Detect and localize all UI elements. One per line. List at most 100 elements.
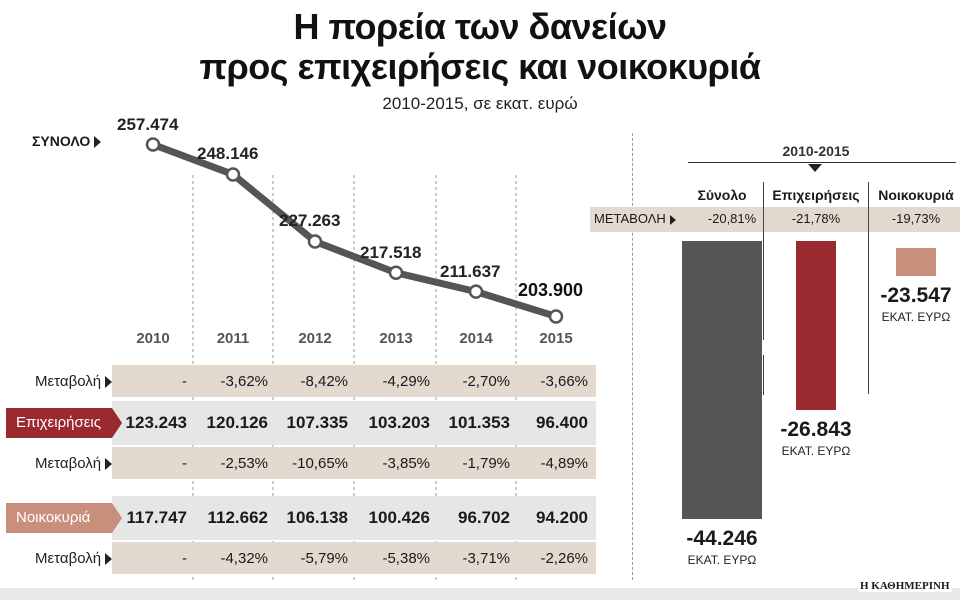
household-change-cell: -2,26% bbox=[540, 550, 588, 567]
business-change-cell: -10,65% bbox=[292, 455, 348, 472]
household-band bbox=[112, 496, 596, 540]
total-value-label: 217.518 bbox=[360, 242, 422, 262]
total-series-line bbox=[149, 141, 560, 320]
period-label: 2010-2015 bbox=[782, 143, 850, 159]
column-value: -23.547 bbox=[880, 284, 952, 307]
column-header: Νοικοκυριά bbox=[878, 187, 954, 203]
page-title: Η πορεία των δανείων bbox=[293, 6, 667, 47]
household-change-cell: -4,32% bbox=[220, 550, 268, 567]
period-rule bbox=[688, 162, 956, 163]
column-value: -26.843 bbox=[780, 417, 852, 441]
household-change-cell: -5,79% bbox=[300, 550, 348, 567]
total-value-label: 203.900 bbox=[518, 280, 584, 301]
change-label-text: Μεταβολή bbox=[35, 373, 102, 390]
total-series-label: ΣΥΝΟΛΟ bbox=[32, 133, 102, 149]
change-label-text: Μεταβολή bbox=[35, 550, 102, 567]
column-rule-1 bbox=[763, 182, 764, 340]
total-change-cell: -3,62% bbox=[220, 373, 268, 390]
household-value-cell: 112.662 bbox=[207, 508, 268, 527]
total-label-text: ΣΥΝΟΛΟ bbox=[32, 133, 91, 149]
panel-divider bbox=[632, 133, 633, 580]
business-value-cell: 101.353 bbox=[448, 413, 510, 432]
household-tag: Νοικοκυριά bbox=[6, 503, 112, 533]
total-point-2012 bbox=[307, 234, 323, 249]
column-change: -21,78% bbox=[791, 211, 841, 226]
subtitle: 2010-2015, σε εκατ. ευρώ bbox=[382, 94, 578, 113]
total-point-2014 bbox=[468, 284, 484, 299]
year-label: 2011 bbox=[216, 330, 250, 347]
total-value-label: 211.637 bbox=[440, 261, 501, 281]
triangle-down-icon bbox=[808, 164, 822, 172]
year-label: 2014 bbox=[459, 330, 493, 347]
business-band bbox=[112, 401, 596, 445]
column-header: Σύνολο bbox=[697, 187, 747, 203]
total-point-2011 bbox=[225, 167, 241, 182]
household-value-cell: 117.747 bbox=[126, 508, 187, 527]
business-change-label: Μεταβολή bbox=[35, 455, 113, 472]
period-change-label-text: ΜΕΤΑΒΟΛΗ bbox=[594, 211, 666, 226]
year-label: 2010 bbox=[136, 330, 170, 347]
household-value-cell: 100.426 bbox=[368, 508, 430, 527]
total-change-band bbox=[112, 365, 596, 397]
business-change-cell: -4,89% bbox=[540, 455, 588, 472]
business-value-cell: 96.400 bbox=[536, 413, 588, 432]
column-value: -44.246 bbox=[686, 527, 758, 550]
total-point-2015 bbox=[548, 309, 564, 324]
column-unit: ΕΚΑΤ. ΕΥΡΩ bbox=[781, 443, 851, 458]
source-credit: Η ΚΑΘΗΜΕΡΙΝΗ bbox=[858, 580, 952, 592]
household-change-band bbox=[112, 542, 596, 574]
arrow-right-icon bbox=[669, 214, 676, 225]
business-value-cell: 107.335 bbox=[286, 413, 348, 432]
total-change-cell: -3,66% bbox=[540, 373, 588, 390]
business-value-cell: 103.203 bbox=[368, 413, 430, 432]
year-label: 2012 bbox=[298, 330, 332, 347]
household-change-cell: - bbox=[182, 550, 187, 567]
arrow-right-icon bbox=[105, 376, 113, 389]
column-change: -19,73% bbox=[891, 211, 941, 226]
change-bar-0 bbox=[682, 241, 762, 519]
total-change-cell: -8,42% bbox=[300, 373, 348, 390]
column-unit: ΕΚΑΤ. ΕΥΡΩ bbox=[881, 310, 951, 324]
column-header: Επιχειρήσεις bbox=[772, 187, 860, 203]
total-change-cell: - bbox=[182, 373, 187, 390]
total-change-cell: -2,70% bbox=[462, 373, 510, 390]
change-label-text: Μεταβολή bbox=[35, 455, 102, 472]
column-rule-1b bbox=[763, 355, 764, 395]
total-point-2010 bbox=[145, 137, 161, 152]
column-change: -20,81% bbox=[707, 211, 757, 226]
household-change-cell: -3,71% bbox=[462, 550, 510, 567]
business-value-cell: 120.126 bbox=[206, 413, 268, 432]
household-value-cell: 94.200 bbox=[536, 508, 588, 527]
business-change-cell: - bbox=[182, 455, 187, 472]
arrow-right-icon bbox=[94, 136, 102, 149]
period-change-label: ΜΕΤΑΒΟΛΗ bbox=[594, 211, 676, 226]
business-change-cell: -3,85% bbox=[382, 455, 430, 472]
business-tag-arrow bbox=[112, 408, 122, 438]
arrow-right-icon bbox=[105, 553, 113, 566]
column-unit: ΕΚΑΤ. ΕΥΡΩ bbox=[687, 553, 757, 567]
total-value-label: 248.146 bbox=[197, 144, 259, 164]
business-value-cell: 123.243 bbox=[125, 413, 187, 432]
column-rule-2 bbox=[868, 182, 869, 394]
business-change-band bbox=[112, 447, 596, 479]
total-change-label: Μεταβολή bbox=[35, 373, 113, 390]
period-change-band bbox=[590, 207, 960, 232]
household-tag-arrow bbox=[112, 503, 122, 533]
footer-strip bbox=[0, 588, 960, 600]
change-bar-1 bbox=[796, 241, 836, 410]
total-change-cell: -4,29% bbox=[382, 373, 430, 390]
year-label: 2015 bbox=[539, 330, 573, 347]
total-point-2013 bbox=[388, 265, 404, 280]
business-change-cell: -1,79% bbox=[462, 455, 510, 472]
household-change-label: Μεταβολή bbox=[35, 550, 113, 567]
total-value-label: 257.474 bbox=[117, 114, 179, 134]
change-bar-2 bbox=[896, 248, 936, 276]
arrow-right-icon bbox=[105, 458, 113, 471]
household-change-cell: -5,38% bbox=[382, 550, 430, 567]
page-title-line2: προς επιχειρήσεις και νοικοκυριά bbox=[199, 46, 761, 87]
total-value-label: 227.263 bbox=[279, 211, 341, 231]
year-label: 2013 bbox=[379, 330, 413, 347]
business-tag: Επιχειρήσεις bbox=[6, 408, 112, 438]
household-value-cell: 96.702 bbox=[458, 508, 510, 527]
household-value-cell: 106.138 bbox=[286, 508, 348, 527]
